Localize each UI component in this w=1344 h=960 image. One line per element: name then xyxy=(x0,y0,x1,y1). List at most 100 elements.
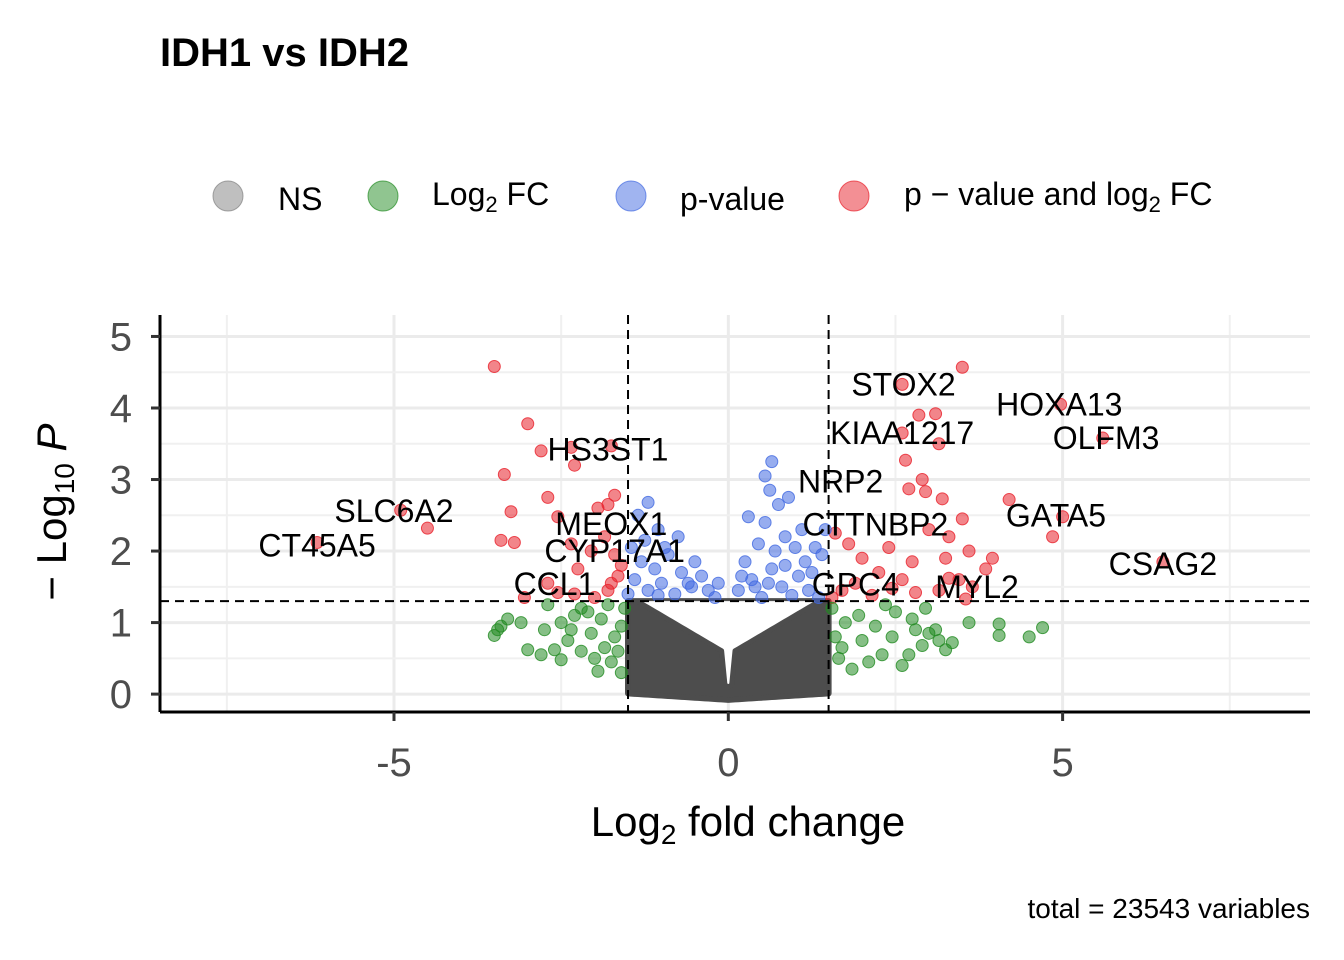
point-fc xyxy=(868,619,882,633)
point-pfc xyxy=(965,580,979,594)
point-fc xyxy=(945,636,959,650)
point-fc xyxy=(909,623,923,637)
point-fc xyxy=(905,612,919,626)
point-p xyxy=(765,455,779,469)
point-pfc xyxy=(598,530,612,544)
legend-swatch-fc xyxy=(367,180,399,212)
point-pfc xyxy=(568,458,582,472)
point-pfc xyxy=(1054,397,1068,411)
y-axis-label: − Log10 P xyxy=(28,423,80,600)
axes: -5 0 5 0 1 2 3 4 5 xyxy=(110,315,1310,785)
point-p xyxy=(671,530,685,544)
point-fc xyxy=(838,616,852,630)
point-fc xyxy=(521,643,535,657)
point-pfc xyxy=(855,551,869,565)
point-p xyxy=(765,562,779,576)
point-pfc xyxy=(955,512,969,526)
point-p xyxy=(658,540,672,554)
point-pfc xyxy=(872,566,886,580)
point-pfc xyxy=(551,510,565,524)
point-fc xyxy=(915,638,929,652)
point-pfc xyxy=(497,468,511,482)
point-fc xyxy=(895,659,909,673)
gene-label: STOX2 xyxy=(851,366,955,402)
point-p xyxy=(651,588,665,602)
point-p xyxy=(775,580,789,594)
point-pfc xyxy=(942,530,956,544)
point-fc xyxy=(875,648,889,662)
point-p xyxy=(798,555,812,569)
point-fc xyxy=(828,630,842,644)
gene-label: OLFM3 xyxy=(1053,420,1160,456)
point-fc xyxy=(574,601,588,615)
point-pfc xyxy=(601,583,615,597)
point-fc xyxy=(992,628,1006,642)
point-pfc xyxy=(932,437,946,451)
gene-label: NRP2 xyxy=(798,464,883,500)
point-pfc xyxy=(895,573,909,587)
point-p xyxy=(741,510,755,524)
point-pfc xyxy=(905,555,919,569)
gene-label: KIAA1217 xyxy=(830,415,974,451)
point-pfc xyxy=(420,521,434,535)
point-pfc xyxy=(611,569,625,583)
point-pfc xyxy=(1056,510,1070,524)
gene-label: GATA5 xyxy=(1006,497,1106,533)
point-pfc xyxy=(898,453,912,467)
point-pfc xyxy=(962,544,976,558)
point-p xyxy=(788,540,802,554)
point-fc xyxy=(554,616,568,630)
legend-label-ns: NS xyxy=(278,181,322,217)
legend-label-pfc: p − value and log2 FC xyxy=(904,176,1212,217)
point-fc xyxy=(608,630,622,644)
point-pfc xyxy=(507,535,521,549)
point-pfc xyxy=(541,576,555,590)
point-fc xyxy=(922,626,936,640)
gene-label: CYP17A1 xyxy=(544,533,685,569)
point-fc xyxy=(932,633,946,647)
cutoff-lines xyxy=(160,315,1310,712)
point-pfc xyxy=(939,551,953,565)
point-p xyxy=(792,569,806,583)
point-p xyxy=(763,483,777,497)
point-fc xyxy=(584,626,598,640)
legend-item-p: p-value xyxy=(615,180,785,217)
point-fc xyxy=(514,616,528,630)
point-pfc xyxy=(842,537,856,551)
point-fc xyxy=(614,666,628,680)
legend-swatch-p xyxy=(615,180,647,212)
point-p xyxy=(748,580,762,594)
point-fc xyxy=(902,648,916,662)
data-points xyxy=(310,360,1170,680)
point-p xyxy=(758,515,772,529)
point-fc xyxy=(554,653,568,667)
legend-item-ns: NS xyxy=(212,180,322,217)
point-p xyxy=(771,498,785,512)
gene-label: GPC4 xyxy=(812,567,899,603)
point-pfc xyxy=(942,571,956,585)
point-p xyxy=(685,580,699,594)
point-fc xyxy=(852,608,866,622)
point-pfc xyxy=(604,439,618,453)
point-p xyxy=(668,587,682,601)
point-p xyxy=(688,555,702,569)
point-pfc xyxy=(835,583,849,597)
point-p xyxy=(761,576,775,590)
point-fc xyxy=(591,664,605,678)
point-pfc xyxy=(909,586,923,600)
gene-label: SLC6A2 xyxy=(334,493,453,529)
point-pfc xyxy=(882,540,896,554)
y-tick-label: 5 xyxy=(110,315,132,359)
gene-label: HS3ST1 xyxy=(547,431,668,467)
point-fc xyxy=(888,605,902,619)
point-p xyxy=(805,566,819,580)
y-tick-label: 2 xyxy=(110,530,132,574)
point-p xyxy=(778,530,792,544)
point-pfc xyxy=(902,482,916,496)
point-fc xyxy=(564,623,578,637)
point-p xyxy=(815,548,829,562)
point-pfc xyxy=(848,576,862,590)
legend-swatch-pfc xyxy=(838,180,870,212)
point-fc xyxy=(885,630,899,644)
